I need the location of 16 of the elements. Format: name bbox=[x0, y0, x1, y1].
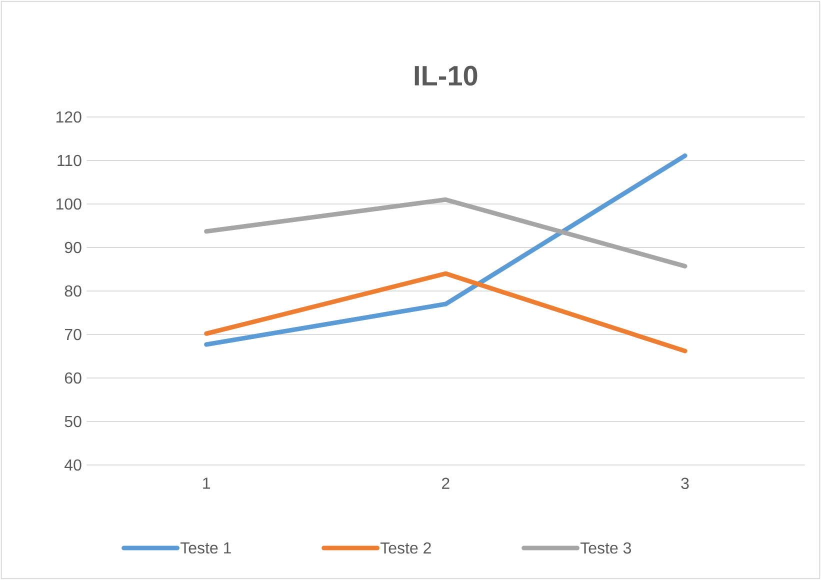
y-tick-label: 90 bbox=[64, 242, 82, 254]
y-tick-label: 110 bbox=[58, 154, 82, 166]
chart-title: IL-10 bbox=[414, 66, 478, 86]
y-tick-label: 80 bbox=[64, 285, 82, 297]
y-tick-label: 40 bbox=[64, 459, 82, 471]
y-tick-label: 70 bbox=[64, 328, 82, 340]
y-tick-label: 60 bbox=[64, 372, 82, 384]
legend-label: Teste 3 bbox=[580, 542, 632, 554]
y-tick-label: 100 bbox=[56, 198, 82, 210]
legend-label: Teste 2 bbox=[380, 542, 431, 554]
y-tick-label: 120 bbox=[56, 111, 82, 123]
x-tick-label: 3 bbox=[681, 478, 689, 490]
x-tick-label: 2 bbox=[442, 478, 450, 489]
x-tick-label: 1 bbox=[203, 478, 210, 489]
legend-label: Teste 1 bbox=[180, 542, 231, 554]
y-tick-label: 50 bbox=[64, 416, 82, 428]
